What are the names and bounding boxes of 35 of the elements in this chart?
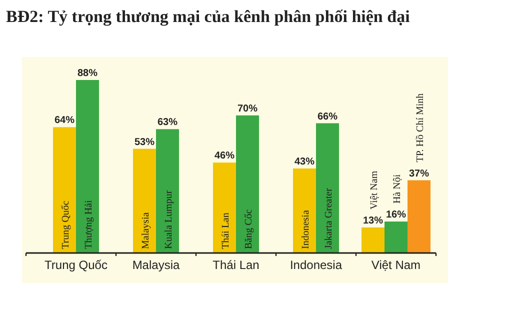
data-label: 46% [214, 150, 235, 162]
data-label: 37% [408, 168, 430, 180]
data-label: 66% [317, 111, 338, 122]
bar [213, 162, 236, 253]
data-label: 70% [237, 103, 258, 114]
x-tick-label: Thái Lan [212, 258, 260, 272]
annotation: Hà Nội [392, 174, 403, 204]
annotation: Việt Nam [369, 170, 380, 210]
bar [76, 80, 99, 253]
data-label: 53% [134, 136, 155, 148]
bar [408, 180, 430, 253]
annotation: TP. Hồ Chí Minh [415, 93, 426, 162]
x-tick-label: Việt Nam [371, 258, 421, 272]
x-tick-label: Trung Quốc [44, 258, 108, 272]
chart-title: BĐ2: Tỷ trọng thương mại của kênh phân phối hiện đại [6, 7, 410, 26]
data-label: 63% [157, 117, 178, 128]
x-tick-label: Malaysia [132, 258, 180, 272]
data-label: 43% [294, 156, 315, 168]
data-label: 88% [77, 68, 98, 79]
bar [133, 148, 156, 253]
annotation: Thượng Hải [84, 200, 94, 249]
bar [53, 127, 76, 253]
annotation: Kuala Lumpur [164, 190, 174, 249]
x-tick-label: Indonesia [290, 258, 342, 272]
data-label: 13% [362, 215, 384, 226]
bar [156, 129, 179, 253]
annotation: Jakarta Greater [324, 188, 334, 249]
data-label: 16% [386, 210, 406, 221]
bar [236, 115, 259, 253]
annotation: Thái Lan [220, 212, 232, 249]
annotation: Malaysia [140, 212, 152, 249]
annotation: Băng Cốc [244, 208, 254, 249]
data-label: 64% [54, 115, 75, 126]
bar [316, 123, 339, 253]
bar [293, 168, 316, 253]
